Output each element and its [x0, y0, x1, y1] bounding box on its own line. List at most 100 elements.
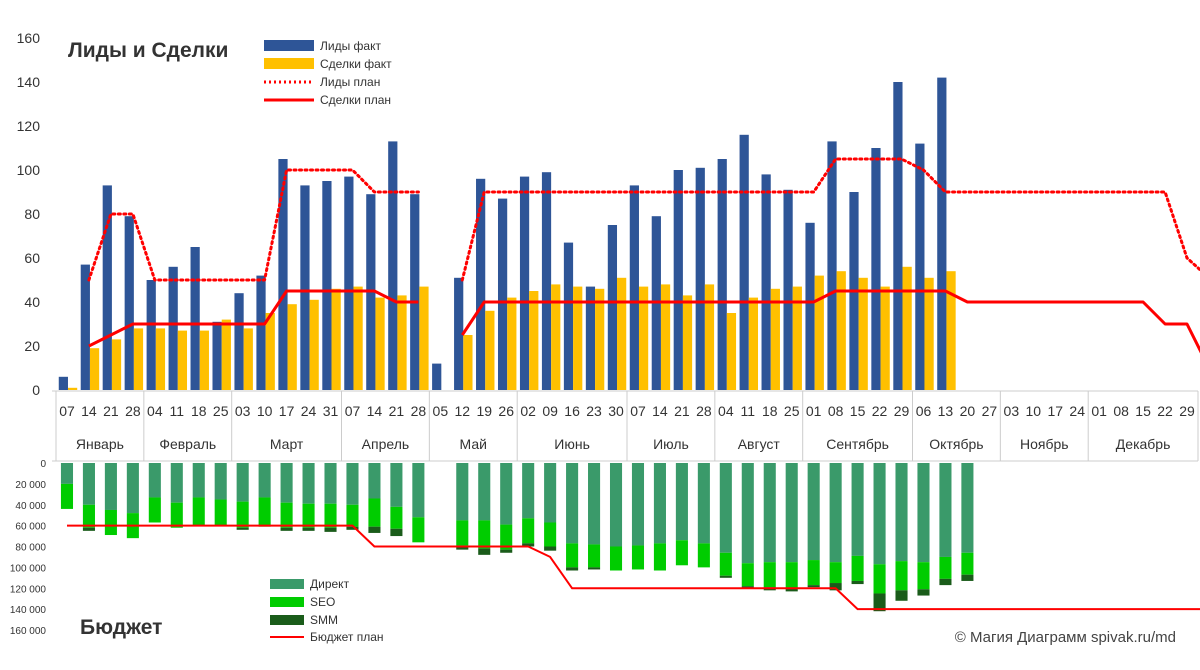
bar-smm: [236, 527, 249, 530]
week-day-label: 14: [81, 403, 97, 419]
bar-direct: [346, 463, 359, 505]
week-day-label: 01: [1091, 403, 1107, 419]
bar-smm: [544, 546, 557, 551]
bar-seo: [653, 543, 666, 571]
budget-y-tick-label: 60 000: [15, 522, 46, 533]
week-day-label: 10: [257, 403, 273, 419]
bar-seo: [324, 503, 337, 528]
bar-seo: [719, 552, 732, 576]
bar-direct: [478, 463, 491, 521]
bar-deals-fact: [221, 319, 231, 390]
bar-direct: [961, 463, 974, 553]
bar-leads-fact: [344, 176, 354, 390]
bar-leads-fact: [432, 363, 442, 390]
month-label: Сентябрь: [826, 436, 889, 452]
bar-leads-fact: [256, 275, 266, 390]
bar-seo: [917, 562, 930, 590]
budget-chart-plan-line: [67, 524, 1200, 611]
week-day-label: 23: [586, 403, 602, 419]
budget-chart-bars: [60, 463, 974, 612]
week-day-label: 13: [938, 403, 954, 419]
bar-deals-fact: [375, 297, 385, 390]
bar-direct: [631, 463, 645, 546]
legend-swatch-smm: [270, 615, 304, 625]
budget-y-tick-label: 80 000: [15, 543, 46, 554]
bar-seo: [148, 497, 161, 523]
week-day-label: 30: [608, 403, 624, 419]
bar-deals-fact: [111, 339, 122, 390]
bar-smm: [82, 527, 95, 531]
budget-y-tick-label: 20 000: [15, 480, 46, 491]
month-label: Январь: [76, 436, 124, 452]
bar-direct: [214, 463, 227, 500]
bar-direct: [60, 463, 74, 484]
bar-direct: [675, 463, 688, 541]
copyright-credit: © Магия Диаграмм spivak.ru/md: [955, 629, 1176, 646]
bar-deals-fact: [265, 313, 275, 390]
week-day-label: 19: [476, 403, 492, 419]
bar-leads-fact: [476, 178, 486, 390]
bar-leads-fact: [234, 293, 244, 390]
bar-smm: [346, 526, 359, 530]
bar-deals-fact: [902, 266, 912, 390]
week-day-label: 18: [762, 403, 778, 419]
bar-direct: [390, 463, 403, 507]
week-day-label: 28: [125, 403, 141, 419]
legend-label-deals-plan: Сделки план: [320, 93, 391, 107]
month-label: Август: [738, 436, 781, 452]
week-day-label: 04: [718, 403, 734, 419]
bar-smm: [719, 575, 732, 578]
legend-swatch-seo: [270, 597, 304, 607]
bar-deals-fact: [287, 304, 297, 390]
month-label: Апрель: [362, 436, 410, 452]
bar-seo: [895, 561, 908, 591]
bar-deals-fact: [89, 348, 100, 390]
bar-seo: [478, 520, 491, 549]
bar-direct: [851, 463, 864, 556]
bar-deals-fact: [243, 328, 253, 390]
week-day-label: 04: [147, 403, 163, 419]
bar-direct: [412, 463, 425, 518]
bar-direct: [500, 463, 513, 525]
week-day-label: 18: [191, 403, 207, 419]
bar-smm: [588, 567, 601, 570]
bar-leads-fact: [783, 189, 793, 390]
week-day-label: 22: [872, 403, 888, 419]
bar-direct: [763, 463, 776, 563]
bar-direct: [917, 463, 930, 563]
week-day-label: 07: [630, 403, 646, 419]
month-label: Ноябрь: [1020, 436, 1069, 452]
bar-leads-fact: [388, 141, 398, 390]
bar-direct: [258, 463, 271, 498]
bar-leads-fact: [190, 247, 200, 390]
bar-seo: [675, 540, 688, 566]
legend-label-deals-fact: Сделки факт: [320, 57, 392, 71]
bar-direct: [368, 463, 381, 499]
date-axis: 07 14 21 28 Январь 04 11 18 25 Февраль 03 10 17 24 31 М…: [52, 390, 1199, 462]
bar-direct: [609, 463, 623, 547]
week-day-label: 21: [103, 403, 119, 419]
week-day-label: 16: [564, 403, 580, 419]
month-label: Июнь: [554, 436, 590, 452]
month-label: Декабрь: [1116, 436, 1171, 452]
bar-leads-fact: [410, 194, 420, 390]
week-day-label: 29: [1179, 403, 1195, 419]
bar-smm: [895, 590, 908, 601]
y-tick-label: 40: [24, 294, 40, 310]
bar-deals-fact: [155, 328, 166, 390]
bar-deals-fact: [704, 284, 715, 390]
bar-seo: [170, 502, 183, 528]
bar-deals-fact: [617, 277, 627, 390]
week-day-label: 06: [916, 403, 932, 419]
bar-leads-fact: [300, 185, 310, 390]
week-day-label: 10: [1025, 403, 1041, 419]
line-budget-plan: [67, 524, 1200, 611]
bar-seo: [60, 483, 74, 509]
bar-leads-fact: [717, 159, 727, 390]
bar-direct: [939, 463, 952, 557]
bar-seo: [236, 501, 249, 528]
week-day-label: 28: [696, 403, 712, 419]
week-day-label: 26: [498, 403, 514, 419]
bar-leads-fact: [827, 141, 837, 390]
line-leads-plan: [87, 157, 1200, 282]
